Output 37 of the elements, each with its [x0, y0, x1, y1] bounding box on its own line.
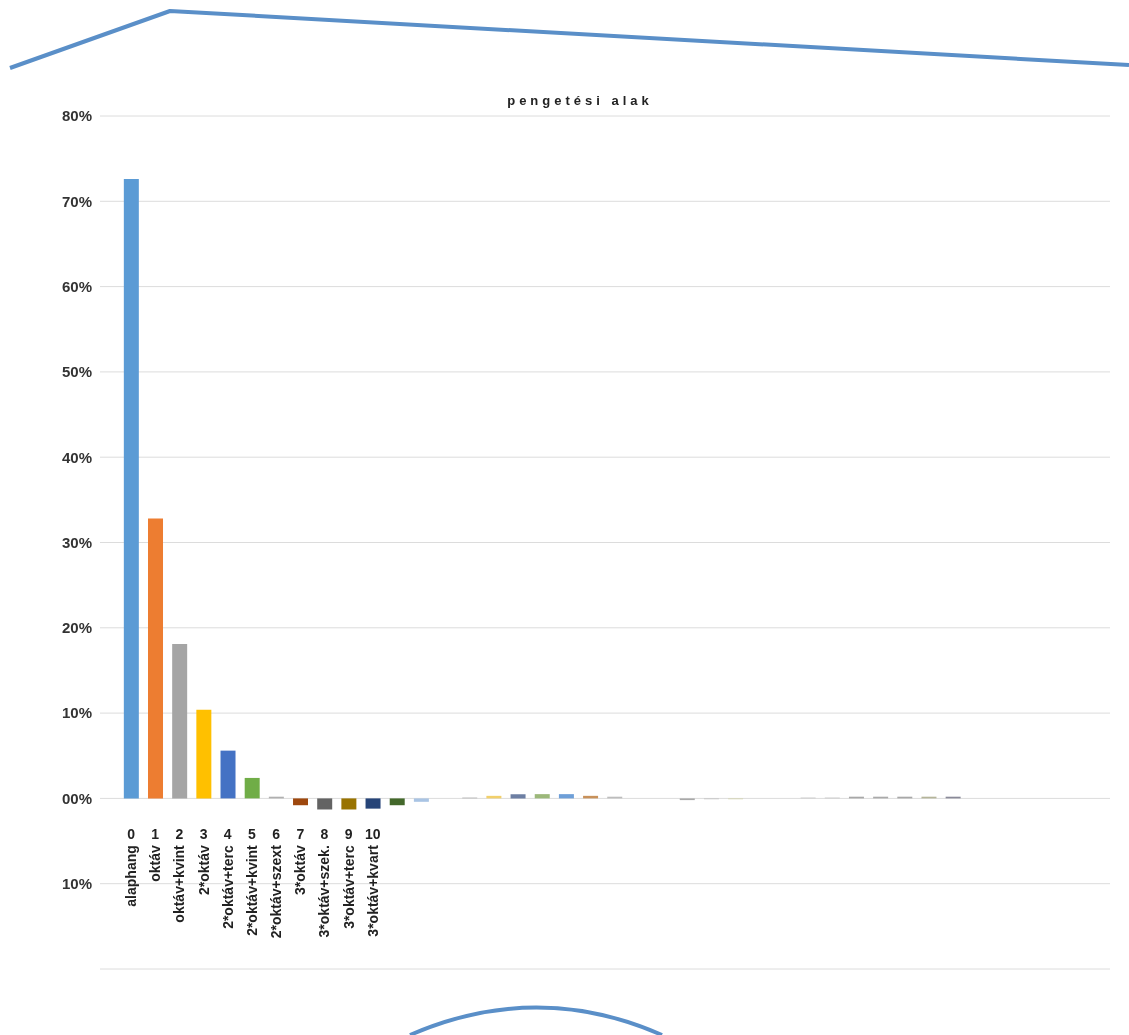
- bar: [172, 644, 188, 799]
- bar: [148, 518, 163, 799]
- bar: [196, 709, 212, 799]
- x-tick-label: 4 2*oktáv+terc: [219, 826, 236, 929]
- bar: [341, 798, 357, 810]
- x-tick-label: 0 alaphang: [123, 826, 140, 907]
- x-tick-label: 2 oktáv+kvint: [171, 826, 188, 923]
- bar: [510, 794, 526, 799]
- bar: [317, 798, 333, 810]
- y-tick-label: 30%: [61, 533, 92, 551]
- y-tick-label: 40%: [61, 448, 92, 466]
- x-tick-label: 5 2*oktáv+kvint: [243, 826, 260, 936]
- chart-title: pengetési alak: [507, 93, 653, 108]
- x-tick-label: 6 2*oktáv+szext: [268, 826, 285, 939]
- y-tick-label: 20%: [61, 619, 92, 637]
- y-tick-label: 10%: [61, 875, 92, 893]
- y-tick-label: 00%: [61, 789, 92, 807]
- bar: [534, 794, 550, 799]
- bar: [365, 798, 381, 809]
- bar: [293, 798, 309, 806]
- y-tick-label: 80%: [61, 107, 92, 125]
- bar: [413, 798, 429, 802]
- bar: [389, 798, 405, 806]
- x-tick-label: 10 3*oktáv+kvart: [364, 826, 381, 937]
- bar: [220, 750, 236, 799]
- x-tick-label: 8 3*oktáv+szek.: [316, 826, 333, 938]
- y-tick-label: 10%: [61, 704, 92, 722]
- y-tick-label: 60%: [61, 277, 92, 295]
- x-tick-label: 7 3*oktáv: [292, 826, 309, 896]
- bar: [244, 777, 260, 799]
- x-tick-label: 3 2*oktáv: [195, 826, 212, 896]
- y-tick-label: 50%: [61, 363, 92, 381]
- x-tick-label: 1 oktáv: [147, 826, 164, 882]
- bar: [123, 179, 139, 799]
- bar: [558, 794, 574, 799]
- y-tick-label: 70%: [61, 192, 92, 210]
- x-tick-label: 9 3*oktáv+terc: [340, 826, 357, 929]
